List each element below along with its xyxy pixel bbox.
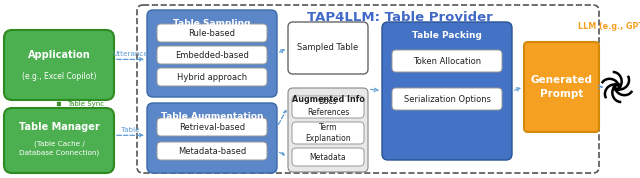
Text: Table Packing: Table Packing xyxy=(412,31,482,40)
FancyBboxPatch shape xyxy=(157,46,267,64)
Text: Metadata: Metadata xyxy=(310,153,346,161)
FancyBboxPatch shape xyxy=(157,68,267,86)
Text: Table Augmentation: Table Augmentation xyxy=(161,112,263,121)
FancyBboxPatch shape xyxy=(4,108,114,173)
FancyBboxPatch shape xyxy=(392,88,502,110)
FancyBboxPatch shape xyxy=(292,96,364,118)
Text: (Table Cache /
Database Connection): (Table Cache / Database Connection) xyxy=(19,141,99,156)
FancyBboxPatch shape xyxy=(288,22,368,74)
FancyBboxPatch shape xyxy=(292,148,364,166)
Text: LLM (e.g., GPT-4): LLM (e.g., GPT-4) xyxy=(579,22,640,31)
FancyBboxPatch shape xyxy=(392,50,502,72)
FancyBboxPatch shape xyxy=(292,122,364,144)
FancyBboxPatch shape xyxy=(147,103,277,173)
Text: Table Manager: Table Manager xyxy=(19,122,99,132)
Text: Utterance: Utterance xyxy=(113,51,148,57)
FancyBboxPatch shape xyxy=(157,142,267,160)
Text: Docs
References: Docs References xyxy=(307,97,349,117)
FancyBboxPatch shape xyxy=(147,10,277,97)
Text: Table Sampling: Table Sampling xyxy=(173,19,251,28)
Text: Table Sync: Table Sync xyxy=(67,101,104,107)
Text: Metadata-based: Metadata-based xyxy=(178,146,246,156)
FancyBboxPatch shape xyxy=(524,42,599,132)
FancyBboxPatch shape xyxy=(157,24,267,42)
Text: Sampled Table: Sampled Table xyxy=(298,43,358,53)
FancyBboxPatch shape xyxy=(157,118,267,136)
Text: Token Allocation: Token Allocation xyxy=(413,56,481,66)
Text: Rule-based: Rule-based xyxy=(189,28,236,38)
Text: Hybrid approach: Hybrid approach xyxy=(177,72,247,82)
Text: (e.g., Excel Copilot): (e.g., Excel Copilot) xyxy=(22,72,96,81)
Text: Table: Table xyxy=(121,127,140,133)
Text: Embedded-based: Embedded-based xyxy=(175,51,249,59)
Text: Retrieval-based: Retrieval-based xyxy=(179,122,245,132)
Text: Serialization Options: Serialization Options xyxy=(403,95,490,103)
Text: Augmented Info: Augmented Info xyxy=(292,95,364,104)
FancyBboxPatch shape xyxy=(382,22,512,160)
Text: TAP4LLM: Table Provider: TAP4LLM: Table Provider xyxy=(307,11,493,24)
FancyBboxPatch shape xyxy=(288,88,368,172)
Text: Application: Application xyxy=(28,50,90,60)
Text: Generated
Prompt: Generated Prompt xyxy=(531,75,593,99)
Text: Term
Explanation: Term Explanation xyxy=(305,123,351,143)
FancyBboxPatch shape xyxy=(4,30,114,100)
